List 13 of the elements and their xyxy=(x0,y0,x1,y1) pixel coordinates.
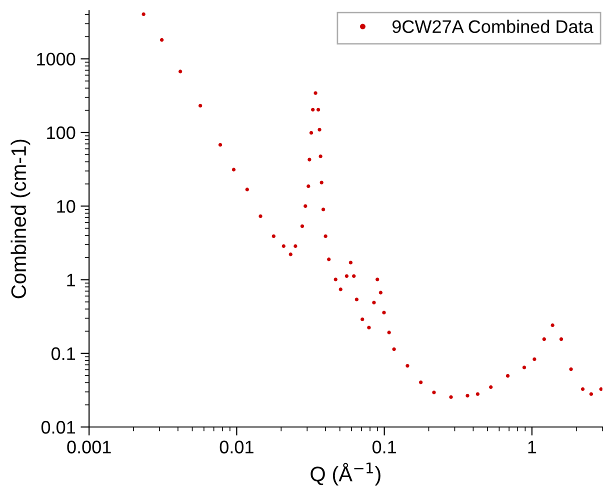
legend-label: 9CW27A Combined Data xyxy=(392,20,594,34)
x-axis-title: Q (Å$^{−1}$) xyxy=(310,462,380,486)
y-tick-label: 0.01 xyxy=(41,420,76,434)
x-tick-label: 1 xyxy=(528,440,536,454)
y-axis-title: Combined (cm-1) xyxy=(10,140,30,298)
x-tick-label: 0.001 xyxy=(67,440,111,454)
y-tick-label: 1000 xyxy=(37,52,76,66)
y-tick-label: 100 xyxy=(47,126,76,140)
y-tick-label: 0.1 xyxy=(51,347,76,360)
y-tick-label: 10 xyxy=(57,200,76,213)
x-tick-label: 0.1 xyxy=(372,440,396,454)
x-tick-label: 0.01 xyxy=(220,440,254,454)
y-tick-label: 1 xyxy=(67,274,76,286)
